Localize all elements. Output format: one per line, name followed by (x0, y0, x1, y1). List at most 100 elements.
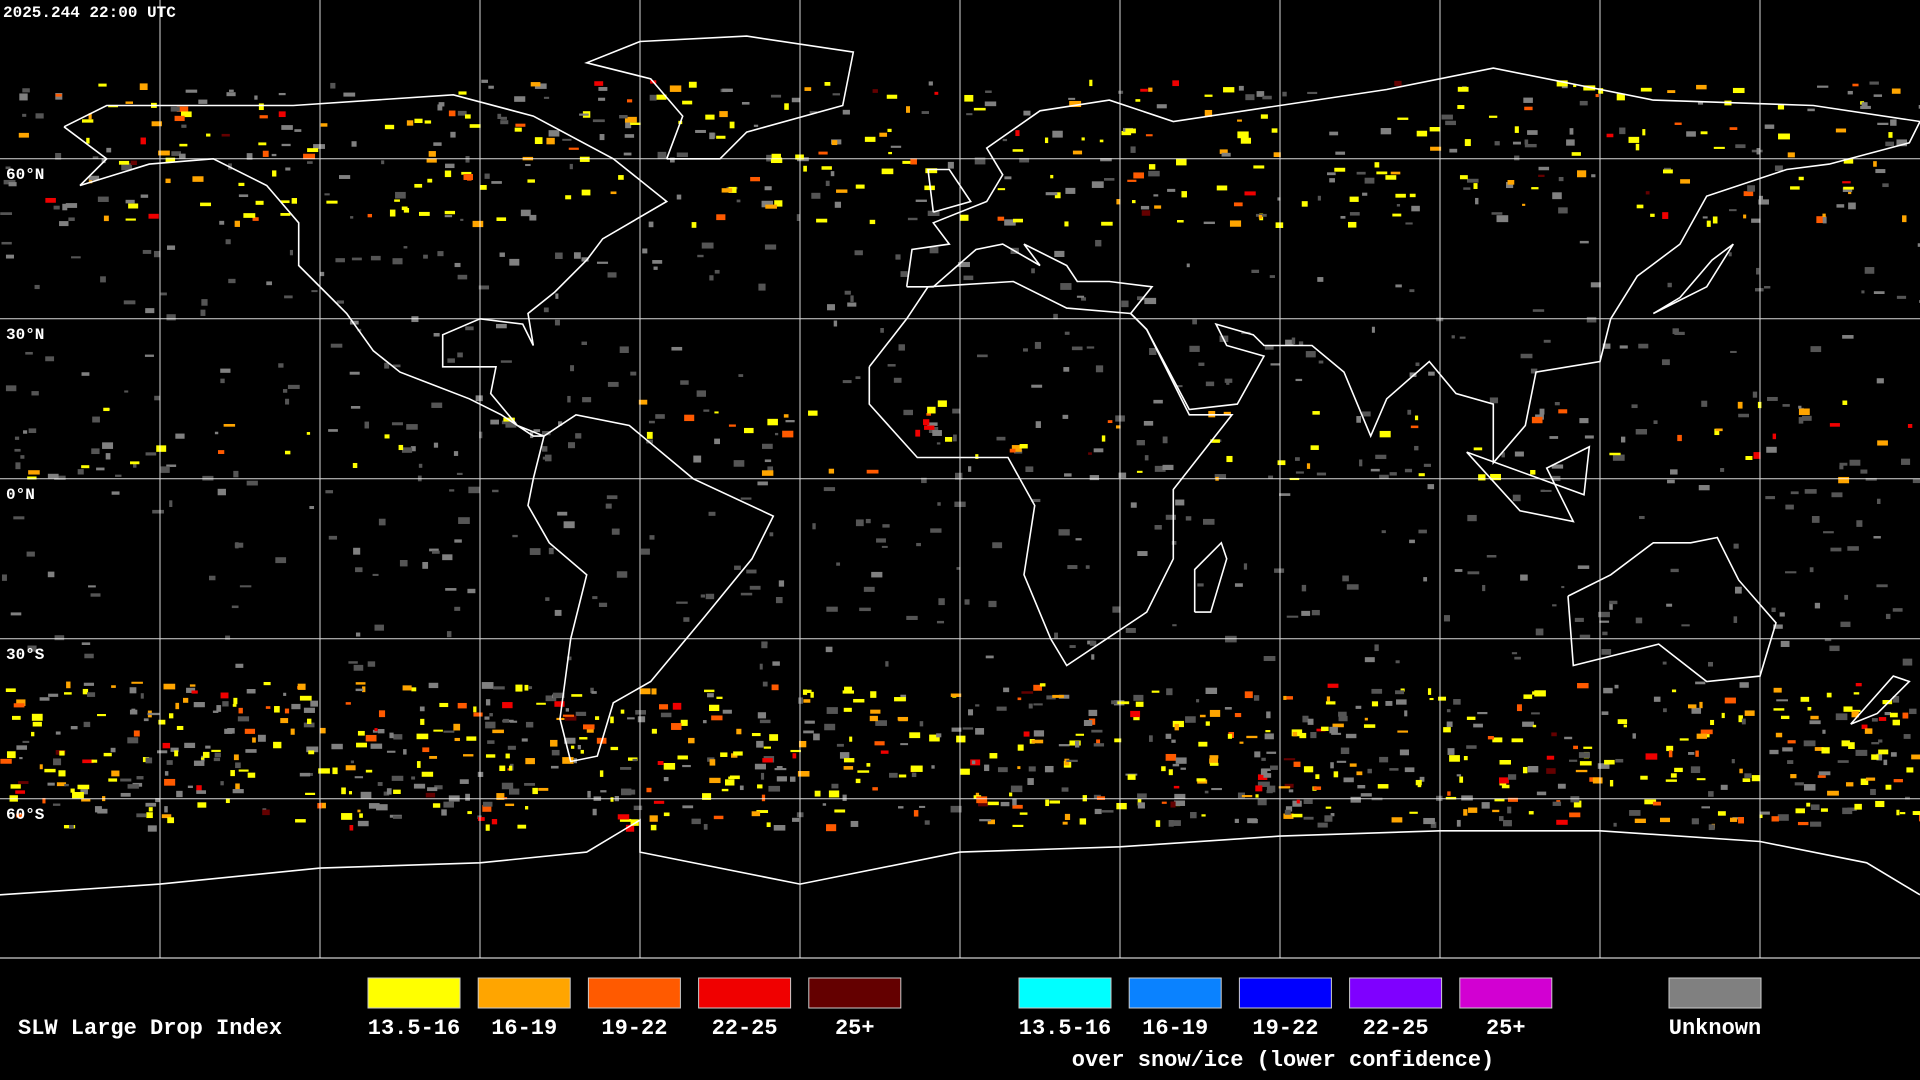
cloud-pixel (812, 523, 816, 530)
cloud-pixel (1204, 94, 1213, 97)
coastline (1567, 536, 1777, 683)
cloud-pixel (844, 290, 851, 295)
cloud-pixel (761, 443, 773, 449)
cloud-pixel (386, 750, 396, 753)
cloud-pixel (651, 688, 657, 695)
cloud-pixel (170, 106, 180, 112)
cloud-pixel (102, 442, 114, 449)
cloud-pixel (1137, 296, 1145, 301)
cloud-pixel (13, 516, 25, 520)
cloud-pixel (1756, 267, 1760, 275)
cloud-pixel (1068, 97, 1076, 100)
cloud-pixel (464, 114, 471, 119)
cloud-pixel (231, 605, 239, 609)
cloud-pixel (0, 212, 13, 215)
cloud-pixel (683, 617, 690, 622)
cloud-pixel (47, 473, 59, 479)
cloud-pixel (1428, 371, 1435, 376)
cloud-pixel (1623, 724, 1627, 728)
cloud-pixel (281, 125, 293, 130)
cloud-pixel (252, 737, 256, 743)
cloud-pixel (1670, 469, 1678, 475)
cloud-pixel (1192, 319, 1197, 325)
cloud-pixel (1283, 758, 1296, 761)
cloud-pixel (709, 275, 714, 281)
cloud-pixel (761, 200, 773, 208)
cloud-pixel (1033, 703, 1043, 706)
cloud-pixel (1876, 584, 1888, 588)
cloud-pixel (416, 761, 421, 768)
cloud-pixel (1507, 797, 1518, 802)
cloud-pixel (1286, 696, 1293, 700)
cloud-pixel (1089, 79, 1093, 87)
cloud-pixel (367, 661, 376, 667)
cloud-pixel (1714, 428, 1720, 436)
cloud-pixel (1174, 723, 1179, 731)
cloud-pixel (444, 170, 452, 178)
cloud-pixel (772, 661, 780, 666)
cloud-pixel (1554, 402, 1560, 406)
cloud-pixel (1053, 313, 1058, 320)
cloud-pixel (160, 466, 170, 473)
cloud-pixel (355, 688, 364, 692)
cloud-pixel (898, 717, 908, 722)
cloud-pixel (370, 743, 383, 749)
cloud-pixel (1861, 290, 1865, 294)
cloud-pixel (966, 113, 973, 116)
cloud-pixel (392, 364, 401, 368)
cloud-pixel (1569, 812, 1581, 818)
cloud-pixel (624, 134, 635, 138)
cloud-pixel (1397, 117, 1409, 120)
cloud-pixel (422, 561, 429, 569)
cloud-pixel (274, 706, 280, 713)
cloud-pixel (1860, 469, 1868, 474)
cloud-pixel (1473, 723, 1483, 728)
cloud-pixel (1321, 726, 1329, 732)
cloud-layer (0, 79, 1920, 832)
cloud-pixel (893, 377, 902, 383)
cloud-pixel (1405, 222, 1413, 225)
legend-swatch (1238, 977, 1332, 1009)
cloud-pixel (515, 123, 526, 127)
cloud-pixel (1135, 701, 1144, 707)
cloud-pixel (1775, 732, 1783, 738)
cloud-pixel (485, 721, 496, 729)
cloud-pixel (285, 167, 291, 171)
cloud-pixel (1017, 744, 1024, 751)
cloud-pixel (111, 491, 120, 495)
cloud-pixel (290, 728, 295, 735)
cloud-pixel (105, 453, 111, 460)
cloud-pixel (1738, 715, 1743, 723)
cloud-pixel (751, 811, 761, 817)
cloud-pixel (1707, 661, 1714, 667)
cloud-pixel (1262, 95, 1272, 100)
cloud-pixel (55, 731, 61, 735)
cloud-pixel (937, 502, 941, 506)
cloud-pixel (1893, 779, 1903, 783)
cloud-pixel (600, 790, 607, 793)
cloud-pixel (1012, 804, 1023, 809)
cloud-pixel (1263, 656, 1276, 662)
cloud-pixel (479, 431, 483, 439)
cloud-pixel (1253, 695, 1260, 701)
cloud-pixel (633, 805, 643, 811)
cloud-pixel (1729, 817, 1738, 822)
cloud-pixel (1636, 204, 1644, 209)
cloud-pixel (1062, 414, 1069, 419)
cloud-pixel (1292, 731, 1298, 737)
cloud-pixel (1713, 146, 1725, 149)
cloud-pixel (1536, 791, 1547, 796)
cloud-pixel (16, 699, 26, 706)
cloud-pixel (350, 216, 354, 219)
cloud-pixel (964, 599, 970, 605)
cloud-pixel (1144, 297, 1157, 305)
cloud-pixel (960, 768, 970, 775)
cloud-pixel (1549, 436, 1559, 439)
cloud-pixel (8, 182, 17, 187)
cloud-pixel (1743, 214, 1747, 219)
cloud-pixel (391, 422, 403, 426)
coastline (0, 818, 1920, 896)
legend-caption: over snow/ice (lower confidence) (1072, 1048, 1494, 1073)
cloud-pixel (1744, 773, 1752, 778)
cloud-pixel (825, 646, 833, 653)
